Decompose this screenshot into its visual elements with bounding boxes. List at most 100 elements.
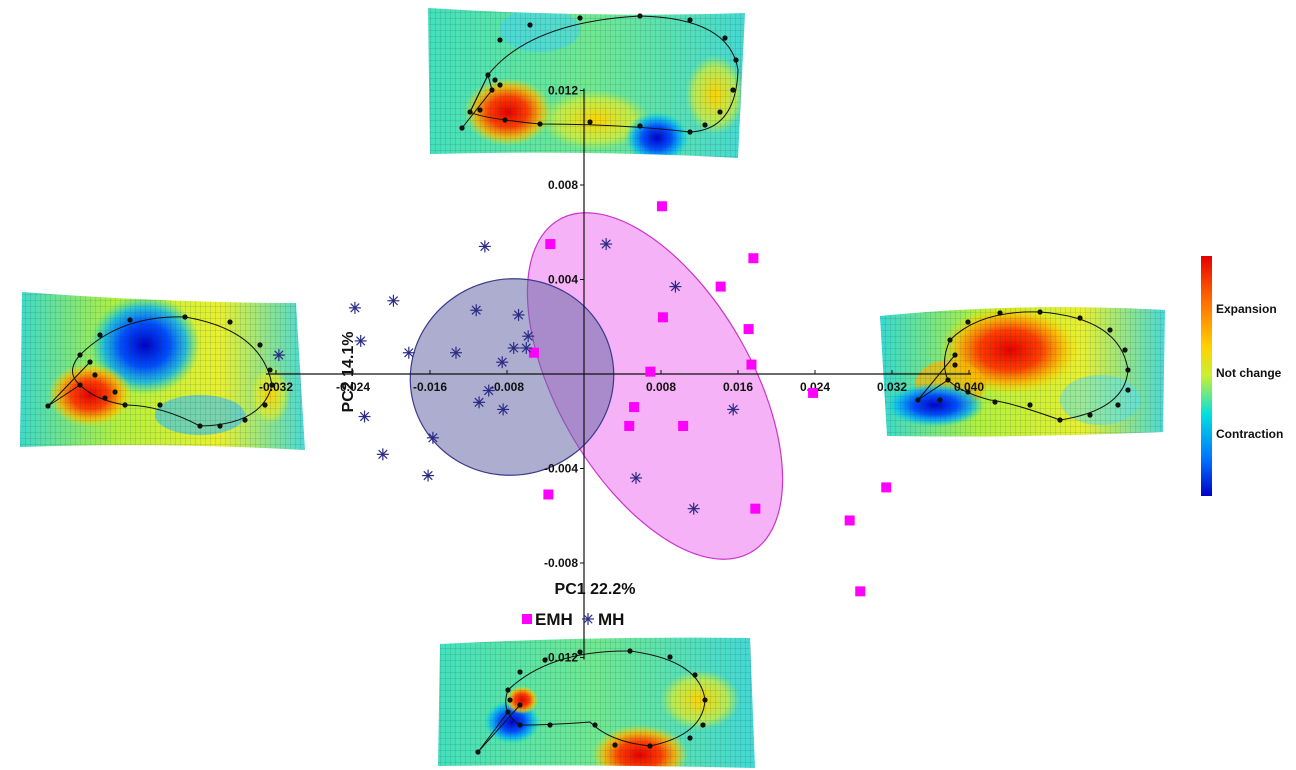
landmark-dot — [952, 362, 958, 368]
landmark-dot — [577, 15, 583, 21]
landmark-dot — [537, 121, 543, 127]
landmark-dot — [527, 22, 533, 28]
landmark-dot — [965, 389, 971, 395]
landmark-dot — [687, 17, 693, 23]
point-mh-12 — [402, 346, 415, 359]
landmark-dot — [722, 35, 728, 41]
point-mh-21 — [422, 469, 435, 482]
point-mh-7 — [470, 304, 483, 317]
deformation-grid-right — [880, 307, 1165, 437]
point-mh-17 — [497, 403, 510, 416]
point-emh-15 — [750, 503, 761, 514]
point-mh-22 — [629, 471, 642, 484]
scale-label-expansion: Expansion — [1216, 302, 1277, 316]
landmark-dot — [517, 702, 523, 708]
landmark-dot — [477, 107, 483, 113]
landmark-dot — [692, 672, 698, 678]
point-mh-16 — [473, 396, 486, 409]
ellipse-mh — [409, 278, 615, 476]
point-mh-24 — [687, 502, 700, 515]
landmark-dot — [1107, 327, 1113, 333]
point-emh-4 — [743, 324, 754, 335]
landmark-dot — [577, 649, 583, 655]
point-emh-0 — [656, 201, 667, 212]
point-emh-12 — [528, 347, 539, 358]
legend-marker-emh — [522, 614, 532, 624]
landmark-dot — [489, 87, 495, 93]
y-tick-label-5: -0.012 — [544, 651, 578, 665]
landmark-dot — [667, 654, 673, 660]
landmark-dot — [257, 342, 263, 348]
landmark-dot — [702, 122, 708, 128]
landmark-dot — [45, 403, 51, 409]
confidence-ellipses — [409, 212, 784, 560]
point-mh-11 — [507, 342, 520, 355]
landmark-dot — [700, 722, 706, 728]
landmark-dot — [952, 352, 958, 358]
landmark-dot — [937, 397, 943, 403]
landmark-dot — [592, 722, 598, 728]
landmark-dot — [915, 397, 921, 403]
point-emh-17 — [855, 586, 866, 597]
y-tick-label-0: 0.012 — [548, 84, 578, 98]
x-tick-label-0: -0.032 — [259, 380, 293, 394]
scale-label-not-change: Not change — [1216, 366, 1282, 380]
color-scale: Expansion Not change Contraction — [1201, 256, 1283, 496]
point-mh-3 — [669, 280, 682, 293]
deformation-grid-top — [428, 8, 745, 158]
landmark-dot — [687, 129, 693, 135]
x-tick-label-5: 0.016 — [723, 380, 753, 394]
landmark-dot — [1087, 412, 1093, 418]
landmark-dot — [497, 37, 503, 43]
y-axis-title: PC2 14.1% — [340, 332, 357, 413]
point-emh-1 — [748, 253, 759, 264]
landmark-dot — [505, 709, 511, 715]
point-emh-5 — [746, 359, 757, 370]
landmark-dot — [157, 402, 163, 408]
landmark-dot — [612, 742, 618, 748]
pca-plot: -0.032 -0.024 -0.016 -0.008 0.008 0.016 0.024 0… — [259, 84, 984, 665]
point-emh-14 — [881, 482, 892, 493]
point-mh-9 — [522, 330, 535, 343]
point-mh-18 — [358, 410, 371, 423]
legend-label-emh: EMH — [535, 610, 573, 629]
point-emh-16 — [844, 515, 855, 526]
landmark-dot — [122, 402, 128, 408]
landmark-dot — [497, 82, 503, 88]
landmark-dot — [87, 359, 93, 365]
landmark-dot — [965, 319, 971, 325]
landmark-dot — [467, 109, 473, 115]
landmark-dot — [587, 119, 593, 125]
landmark-dot — [182, 314, 188, 320]
landmark-dot — [1077, 315, 1083, 321]
x-tick-label-8: 0.040 — [954, 380, 984, 394]
legend: EMH MH — [522, 610, 624, 629]
point-emh-3 — [657, 312, 668, 323]
landmark-dot — [502, 117, 508, 123]
landmark-dot — [242, 417, 248, 423]
deformation-grid-bottom — [438, 637, 755, 768]
landmark-dot — [77, 382, 83, 388]
landmark-dot — [485, 72, 491, 78]
color-scale-bar — [1201, 256, 1212, 496]
x-tick-label-6: 0.024 — [800, 380, 830, 394]
axes: -0.032 -0.024 -0.016 -0.008 0.008 0.016 0.024 0… — [259, 84, 984, 665]
landmark-dot — [1027, 402, 1033, 408]
landmark-dot — [77, 352, 83, 358]
point-emh-13 — [543, 489, 554, 500]
landmark-dot — [647, 743, 653, 749]
data-points — [272, 201, 892, 597]
landmark-dot — [492, 77, 498, 83]
point-emh-7 — [808, 387, 819, 398]
x-tick-label-1: -0.024 — [336, 380, 370, 394]
landmark-dot — [197, 423, 203, 429]
landmark-dot — [997, 310, 1003, 316]
point-mh-20 — [376, 448, 389, 461]
deformation-grid-left — [20, 292, 305, 450]
point-mh-0 — [272, 349, 285, 362]
landmark-dot — [92, 372, 98, 378]
point-emh-11 — [545, 239, 556, 250]
landmark-dot — [507, 697, 513, 703]
landmark-dot — [945, 377, 951, 383]
point-mh-23 — [727, 403, 740, 416]
